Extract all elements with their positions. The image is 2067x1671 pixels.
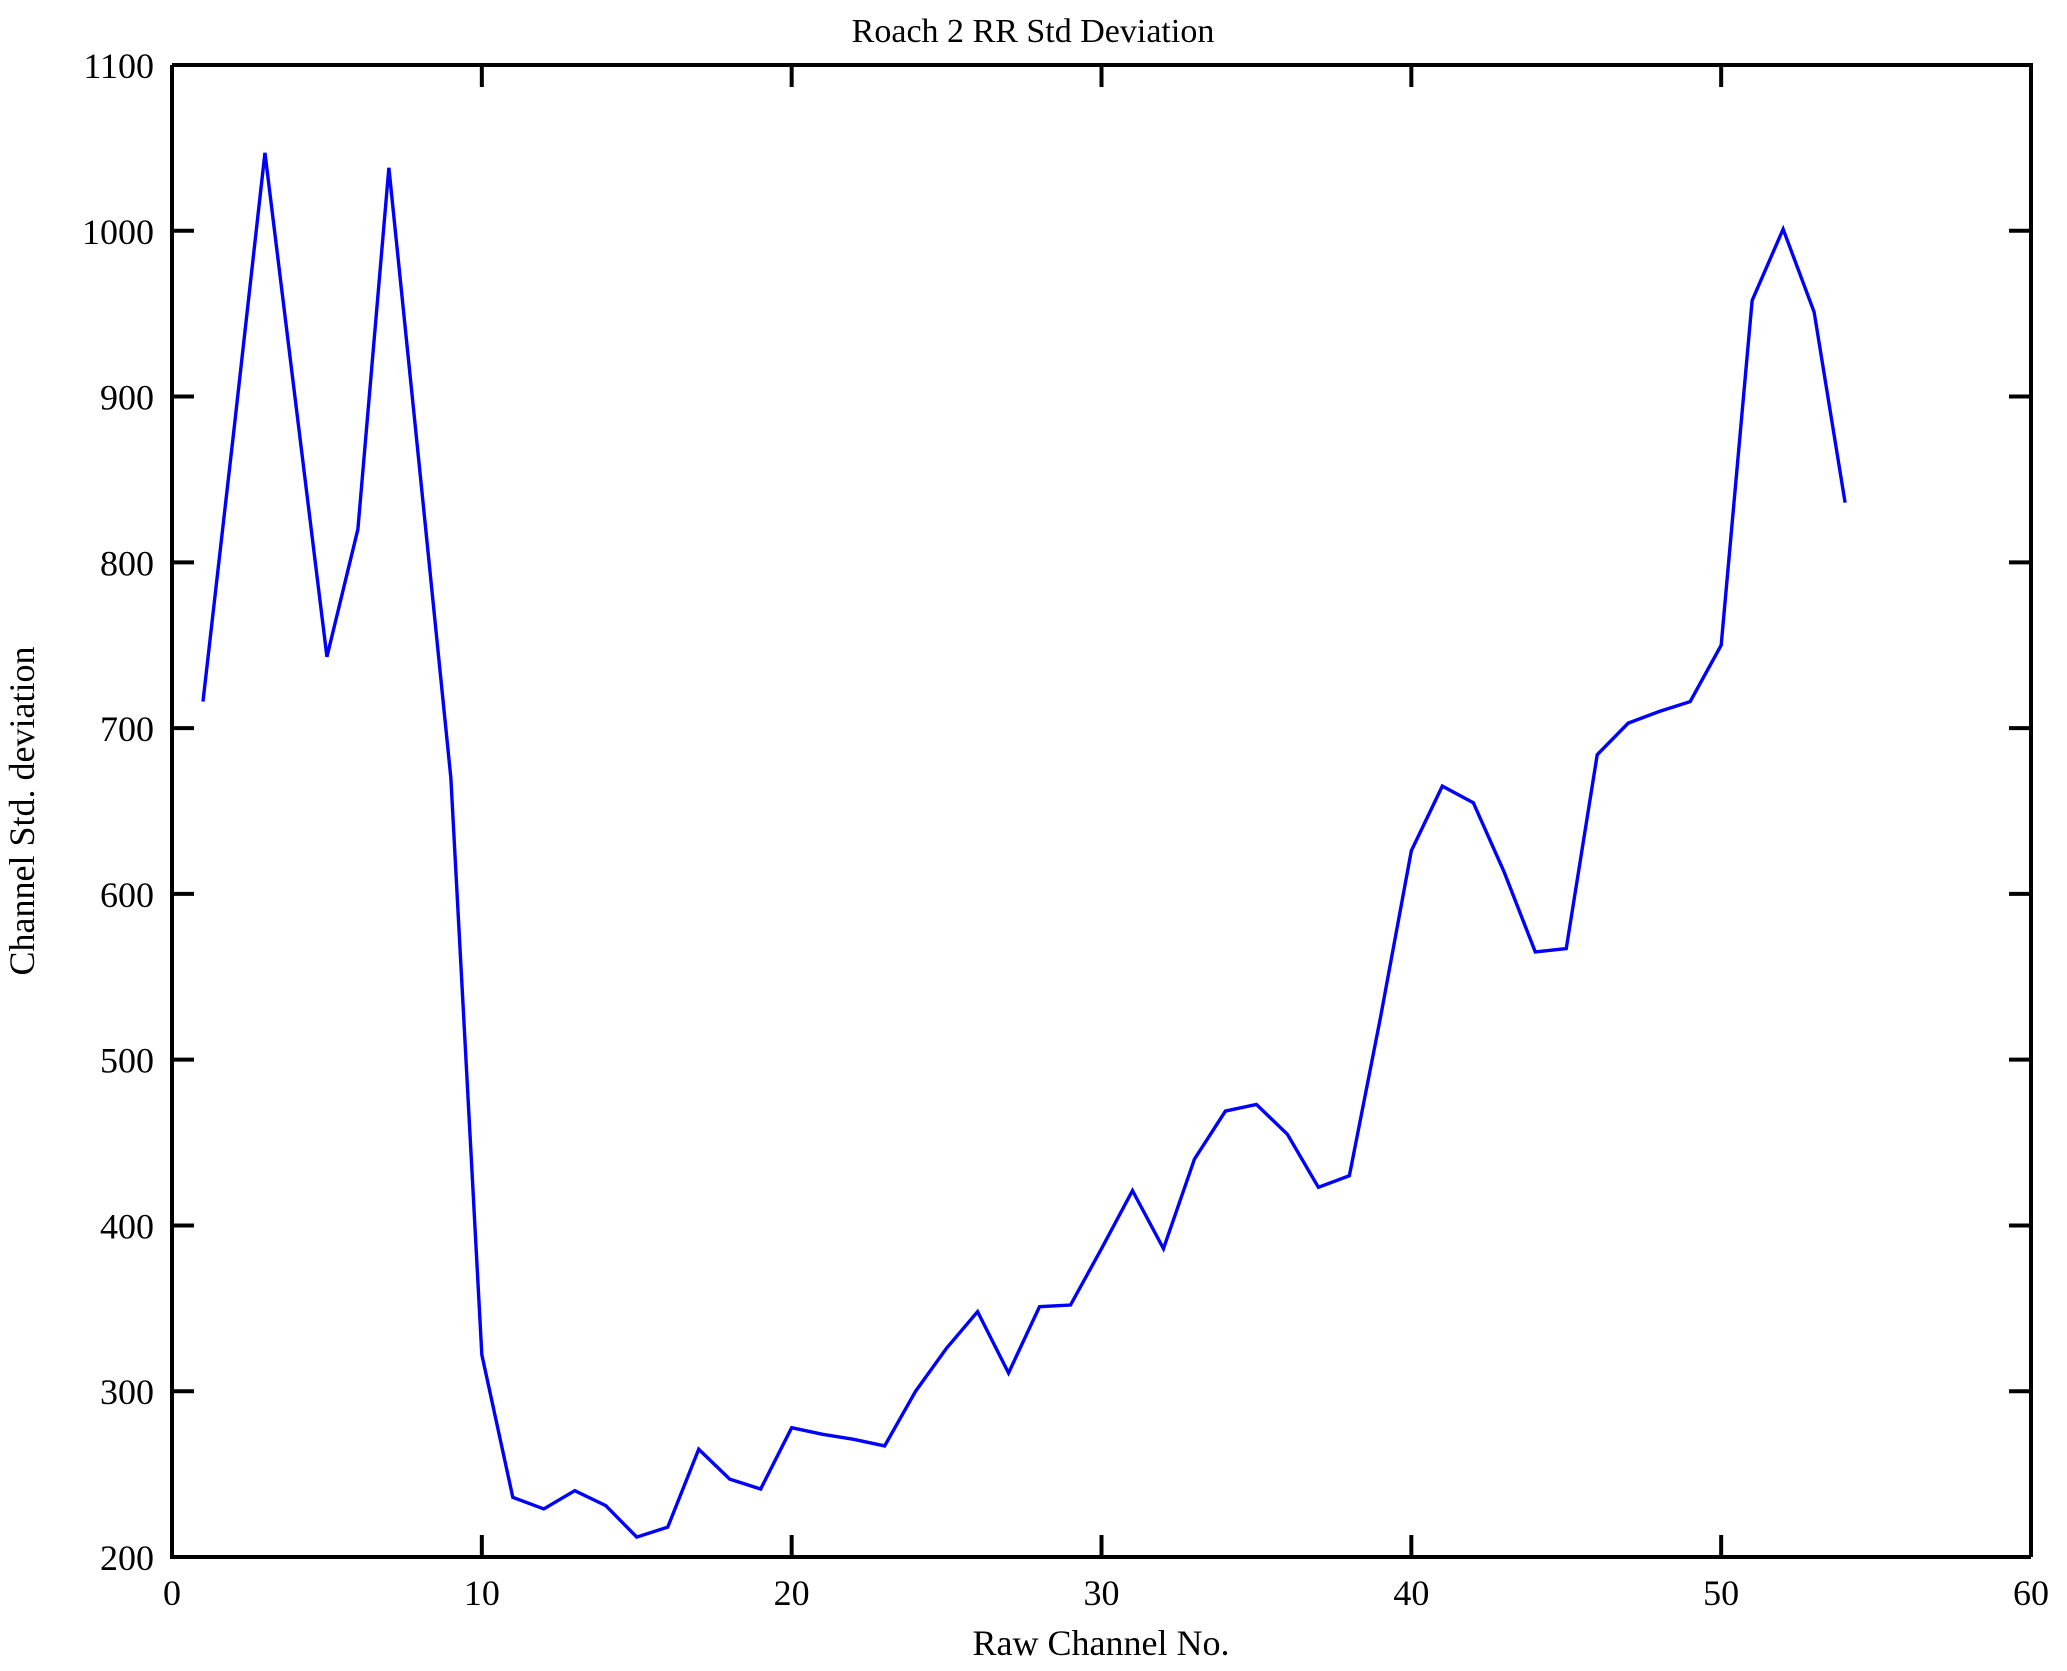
- y-tick-label: 800: [100, 543, 154, 583]
- y-axis-label: Channel Std. deviation: [2, 647, 42, 976]
- data-series-line: [201, 152, 1847, 1540]
- x-axis-label: Raw Channel No.: [973, 1623, 1230, 1663]
- y-tick-label: 1100: [83, 46, 154, 86]
- x-axis-ticks: 0 10 20 30 40 50 60: [163, 65, 2049, 1613]
- chart-title: Roach 2 RR Std Deviation: [852, 13, 1215, 50]
- x-tick-label: 20: [774, 1573, 810, 1613]
- x-tick-label: 60: [2013, 1573, 2049, 1613]
- x-tick-label: 40: [1393, 1573, 1429, 1613]
- y-tick-label: 900: [100, 378, 154, 418]
- y-tick-label: 300: [100, 1372, 154, 1412]
- y-tick-label: 200: [100, 1538, 154, 1578]
- x-tick-label: 30: [1084, 1573, 1120, 1613]
- y-tick-label: 400: [100, 1206, 154, 1246]
- x-tick-label: 0: [163, 1573, 181, 1613]
- y-tick-label: 500: [100, 1041, 154, 1081]
- x-tick-label: 50: [1703, 1573, 1739, 1613]
- y-tick-label: 700: [100, 709, 154, 749]
- y-tick-label: 600: [100, 875, 154, 915]
- x-tick-label: 10: [464, 1573, 500, 1613]
- y-tick-label: 1000: [82, 212, 154, 252]
- y-axis-ticks: 200 300 400 500 600 700 800 900 1000 1100: [82, 46, 2031, 1578]
